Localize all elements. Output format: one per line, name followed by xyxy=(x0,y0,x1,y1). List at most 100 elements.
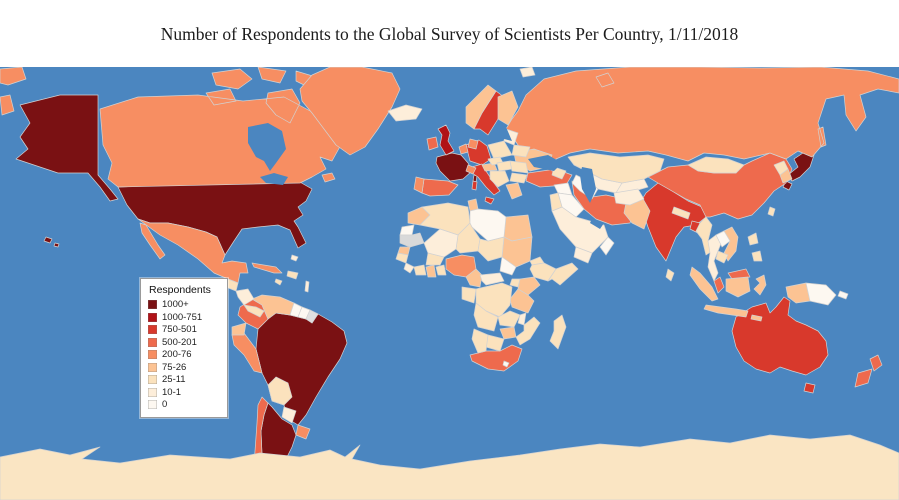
country-indonesia xyxy=(689,266,767,322)
country-angola xyxy=(473,302,499,332)
country-cameroon xyxy=(465,268,483,288)
country-ivory-coast xyxy=(413,264,427,276)
legend-swatch xyxy=(148,337,157,347)
country-afghanistan xyxy=(613,188,645,206)
legend-item: 500-201 xyxy=(148,337,220,348)
country-french-guiana xyxy=(305,309,319,324)
country-nepal xyxy=(671,206,691,220)
legend-item: 200-76 xyxy=(148,350,220,360)
world-map: Respondents 1000+ 1000-751 750-501 500-201 2… xyxy=(0,67,899,500)
legend-swatch xyxy=(148,400,157,410)
legend-item: 0 xyxy=(148,400,220,410)
country-oman xyxy=(599,236,615,256)
country-papua-indonesia xyxy=(785,282,811,304)
persian-gulf xyxy=(590,219,604,229)
country-south-sudan xyxy=(499,256,517,276)
country-peru xyxy=(231,332,263,374)
country-iceland xyxy=(387,104,423,122)
country-lesotho xyxy=(502,360,510,368)
country-north-korea xyxy=(773,160,789,176)
country-canada xyxy=(99,67,343,188)
legend-items: 1000+ 1000-751 750-501 500-201 200-76 75-26 25… xyxy=(148,300,220,410)
legend-item: 75-26 xyxy=(148,361,220,373)
country-denmark xyxy=(467,138,479,150)
country-greenland xyxy=(299,67,401,156)
country-cuba xyxy=(251,262,283,274)
chart-title: Number of Respondents to the Global Surv… xyxy=(160,24,739,44)
country-paraguay xyxy=(281,406,297,424)
country-malawi xyxy=(517,312,527,326)
legend-swatch xyxy=(148,325,157,335)
country-bolivia xyxy=(267,376,293,406)
country-sri-lanka xyxy=(665,268,675,282)
country-mexico xyxy=(137,218,249,284)
legend-swatch xyxy=(148,375,157,385)
country-lesser-antilles xyxy=(304,280,310,293)
legend-label: 75-26 xyxy=(162,361,187,373)
country-norway xyxy=(465,84,497,130)
country-greece xyxy=(505,182,523,200)
country-kenya xyxy=(517,276,541,296)
country-madagascar xyxy=(549,314,567,350)
country-belarus xyxy=(511,144,531,158)
legend-item: 750-501 xyxy=(148,325,220,335)
country-philippines xyxy=(747,232,763,262)
country-uruguay xyxy=(295,424,311,440)
country-mali xyxy=(423,228,459,258)
map-legend: Respondents 1000+ 1000-751 750-501 500-201 2… xyxy=(140,278,228,418)
great-lakes xyxy=(260,173,288,185)
country-uganda xyxy=(509,278,521,288)
country-new-zealand xyxy=(854,354,883,388)
country-zambia xyxy=(497,310,521,328)
country-belgium-netherlands xyxy=(458,143,469,155)
country-gabon-congo xyxy=(461,286,477,304)
legend-swatch xyxy=(148,350,157,360)
legend-label: 10-1 xyxy=(162,386,182,398)
legend-label: 1000-751 xyxy=(162,311,203,323)
country-mongolia xyxy=(687,156,745,174)
country-hungary-slovakia xyxy=(496,160,513,172)
country-antarctica xyxy=(0,434,899,500)
country-honduras-nicaragua xyxy=(235,288,255,306)
legend-swatch xyxy=(148,300,157,310)
country-vietnam xyxy=(723,226,739,262)
country-israel-jordan xyxy=(549,192,563,212)
country-caucasus xyxy=(551,166,567,180)
legend-item: 10-1 xyxy=(148,386,220,398)
country-svalbard xyxy=(519,67,536,78)
caspian-sea xyxy=(580,167,596,203)
country-somalia xyxy=(547,262,579,286)
world-map-svg xyxy=(0,67,899,500)
country-ghana xyxy=(425,264,437,278)
country-jamaica xyxy=(274,278,283,286)
legend-label: 1000+ xyxy=(162,299,189,310)
country-sweden xyxy=(473,90,505,136)
country-ecuador xyxy=(231,322,247,336)
country-balkans xyxy=(489,170,510,188)
country-mauritania xyxy=(399,232,425,248)
baltic-sea xyxy=(496,123,512,141)
country-mozambique xyxy=(515,316,541,346)
legend-item: 1000-751 xyxy=(148,311,220,323)
country-united-kingdom xyxy=(437,124,455,156)
country-hispaniola xyxy=(286,270,299,280)
country-togo-benin xyxy=(435,264,447,276)
legend-label: 0 xyxy=(162,399,168,410)
country-malaysia xyxy=(713,268,751,294)
legend-label: 200-76 xyxy=(162,349,192,360)
country-south-africa xyxy=(469,344,523,372)
country-laos xyxy=(715,230,731,248)
country-ireland xyxy=(426,136,439,151)
country-namibia xyxy=(471,328,489,354)
legend-item: 25-11 xyxy=(148,375,220,385)
country-bahamas xyxy=(290,254,299,262)
legend-label: 25-11 xyxy=(162,374,186,385)
legend-title: Respondents xyxy=(149,284,211,296)
country-bulgaria xyxy=(509,172,528,184)
title-band: Number of Respondents to the Global Surv… xyxy=(0,0,899,67)
country-romania xyxy=(509,160,529,174)
black-sea xyxy=(528,155,562,171)
country-costa-rica-panama xyxy=(243,304,265,318)
legend-item: 1000+ xyxy=(148,300,220,310)
